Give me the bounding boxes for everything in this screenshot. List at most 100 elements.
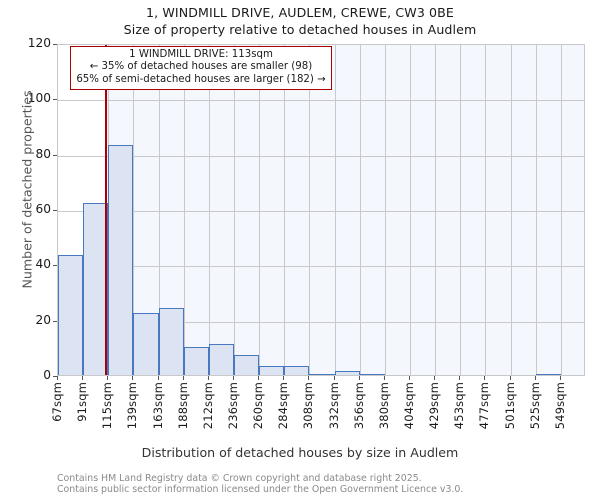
- x-tick-label: 404sqm: [402, 382, 416, 430]
- plot-area: [57, 44, 585, 376]
- x-axis-label: Distribution of detached houses by size …: [141, 445, 459, 460]
- y-tick-mark: [53, 376, 57, 377]
- footer-line-2: Contains public sector information licen…: [57, 484, 464, 495]
- gridline-vertical: [284, 45, 285, 375]
- gridline-vertical: [561, 45, 562, 375]
- gridline-horizontal: [58, 321, 584, 323]
- gridline-vertical: [184, 45, 185, 375]
- x-tick-label: 525sqm: [527, 382, 542, 430]
- annotation-line-3: 65% of semi-detached houses are larger (…: [76, 73, 326, 85]
- x-tick-label: 284sqm: [276, 382, 291, 430]
- x-tick-label: 549sqm: [552, 382, 567, 430]
- bar: [309, 374, 335, 375]
- x-tick-label: 139sqm: [125, 382, 140, 430]
- annotation-box: 1 WINDMILL DRIVE: 113sqm ← 35% of detach…: [70, 46, 332, 91]
- gridline-vertical: [460, 45, 461, 375]
- x-tick-label: 308sqm: [301, 382, 316, 430]
- gridline-horizontal: [58, 211, 584, 212]
- bar: [183, 346, 209, 375]
- annotation-line-1: 1 WINDMILL DRIVE: 113sqm: [129, 49, 273, 60]
- x-tick-mark: [434, 376, 436, 380]
- x-tick-label: 429sqm: [427, 382, 442, 430]
- gridline-vertical: [259, 45, 260, 375]
- x-tick-mark: [308, 376, 310, 380]
- gridline-vertical: [335, 45, 336, 375]
- x-tick-label: 380sqm: [376, 382, 391, 430]
- x-tick-mark: [559, 376, 561, 380]
- gridline-horizontal: [58, 155, 584, 157]
- x-tick-label: 188sqm: [175, 382, 190, 430]
- bar: [83, 202, 109, 375]
- gridline-vertical: [309, 45, 310, 375]
- x-tick-label: 356sqm: [351, 382, 366, 430]
- y-tick-label: 20: [35, 312, 51, 327]
- page-title: 1, WINDMILL DRIVE, AUDLEM, CREWE, CW3 0B…: [146, 5, 454, 20]
- x-tick-mark: [283, 376, 285, 380]
- x-tick-mark: [484, 376, 486, 380]
- bar: [234, 354, 260, 375]
- x-tick-mark: [509, 376, 511, 380]
- gridline-vertical: [133, 45, 134, 375]
- bar: [359, 374, 385, 375]
- bar: [334, 371, 360, 375]
- gridline-vertical: [410, 45, 411, 375]
- footer-attribution: Contains HM Land Registry data © Crown c…: [57, 473, 587, 495]
- gridline-horizontal: [58, 100, 584, 102]
- gridline-vertical: [234, 45, 235, 375]
- x-tick-label: 501sqm: [502, 382, 517, 430]
- x-tick-mark: [233, 376, 234, 380]
- y-axis-label: Number of detached properties: [19, 90, 35, 289]
- histogram-bars: [58, 45, 584, 375]
- y-tick-mark: [53, 44, 57, 45]
- x-tick-label: 115sqm: [100, 382, 115, 430]
- bar: [259, 365, 285, 375]
- x-tick-mark: [57, 376, 58, 380]
- x-tick-mark: [132, 376, 134, 380]
- x-tick-mark: [358, 376, 360, 380]
- x-tick-label: 163sqm: [150, 382, 165, 430]
- x-tick-label: 453sqm: [452, 382, 467, 430]
- gridline-vertical: [511, 45, 512, 375]
- y-tick-label: 0: [43, 368, 51, 382]
- vertical-gridlines: [58, 45, 584, 375]
- gridline-vertical: [360, 45, 361, 375]
- gridline-vertical: [385, 45, 386, 375]
- horizontal-gridlines: [58, 45, 584, 375]
- gridline-vertical: [485, 45, 486, 375]
- y-tick-mark: [53, 99, 57, 101]
- gridline-horizontal: [58, 266, 584, 268]
- bar: [535, 374, 561, 375]
- x-tick-label: 332sqm: [326, 382, 341, 430]
- x-tick-label: 260sqm: [251, 382, 266, 430]
- y-tick-label: 100: [27, 91, 51, 106]
- x-tick-mark: [258, 376, 260, 380]
- gridline-vertical: [536, 45, 537, 375]
- x-tick-label: 67sqm: [50, 382, 64, 422]
- gridline-vertical: [159, 45, 160, 375]
- chart-subtitle: Size of property relative to detached ho…: [123, 22, 477, 37]
- x-tick-mark: [182, 376, 184, 380]
- bar: [208, 343, 234, 375]
- x-tick-mark: [82, 376, 84, 380]
- x-tick-label: 236sqm: [226, 382, 240, 430]
- x-tick-label: 477sqm: [477, 382, 492, 430]
- bar: [58, 255, 84, 375]
- property-marker-line: [105, 45, 108, 375]
- bar: [284, 365, 310, 375]
- x-tick-mark: [207, 376, 209, 380]
- y-tick-label: 80: [35, 146, 51, 161]
- x-tick-mark: [459, 376, 461, 380]
- bar: [133, 313, 159, 375]
- x-tick-mark: [383, 376, 385, 380]
- x-tick-mark: [157, 376, 159, 380]
- y-tick-mark: [53, 210, 57, 211]
- y-tick-label: 60: [35, 202, 51, 216]
- y-tick-label: 120: [27, 36, 51, 50]
- footer-line-1: Contains HM Land Registry data © Crown c…: [57, 473, 422, 484]
- gridline-vertical: [435, 45, 436, 375]
- x-tick-label: 212sqm: [200, 382, 215, 430]
- x-tick-mark: [409, 376, 410, 380]
- y-tick-mark: [53, 320, 57, 322]
- bar: [108, 144, 134, 375]
